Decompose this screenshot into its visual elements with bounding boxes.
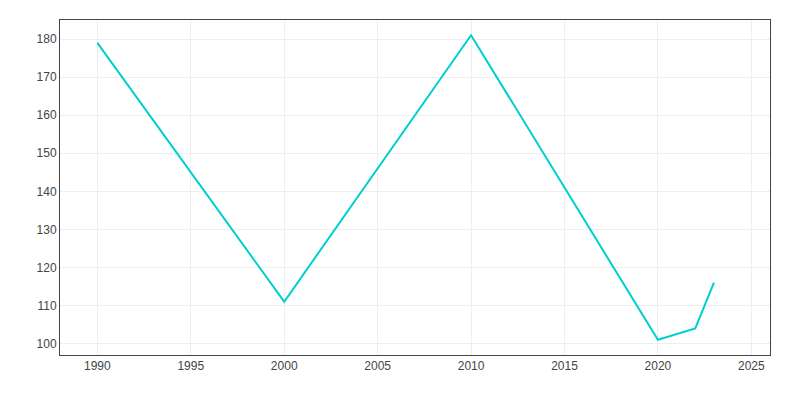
- svg-text:180: 180: [37, 32, 57, 46]
- svg-text:2025: 2025: [738, 359, 765, 373]
- svg-text:1995: 1995: [177, 359, 204, 373]
- svg-text:1990: 1990: [84, 359, 111, 373]
- svg-text:120: 120: [37, 261, 57, 275]
- svg-text:2020: 2020: [645, 359, 672, 373]
- svg-text:2000: 2000: [271, 359, 298, 373]
- svg-text:170: 170: [37, 70, 57, 84]
- svg-text:140: 140: [37, 185, 57, 199]
- svg-text:2010: 2010: [458, 359, 485, 373]
- svg-text:100: 100: [37, 337, 57, 351]
- svg-text:160: 160: [37, 108, 57, 122]
- svg-text:130: 130: [37, 223, 57, 237]
- svg-text:2015: 2015: [551, 359, 578, 373]
- svg-text:110: 110: [37, 299, 56, 313]
- svg-text:150: 150: [37, 146, 57, 160]
- svg-text:2005: 2005: [364, 359, 391, 373]
